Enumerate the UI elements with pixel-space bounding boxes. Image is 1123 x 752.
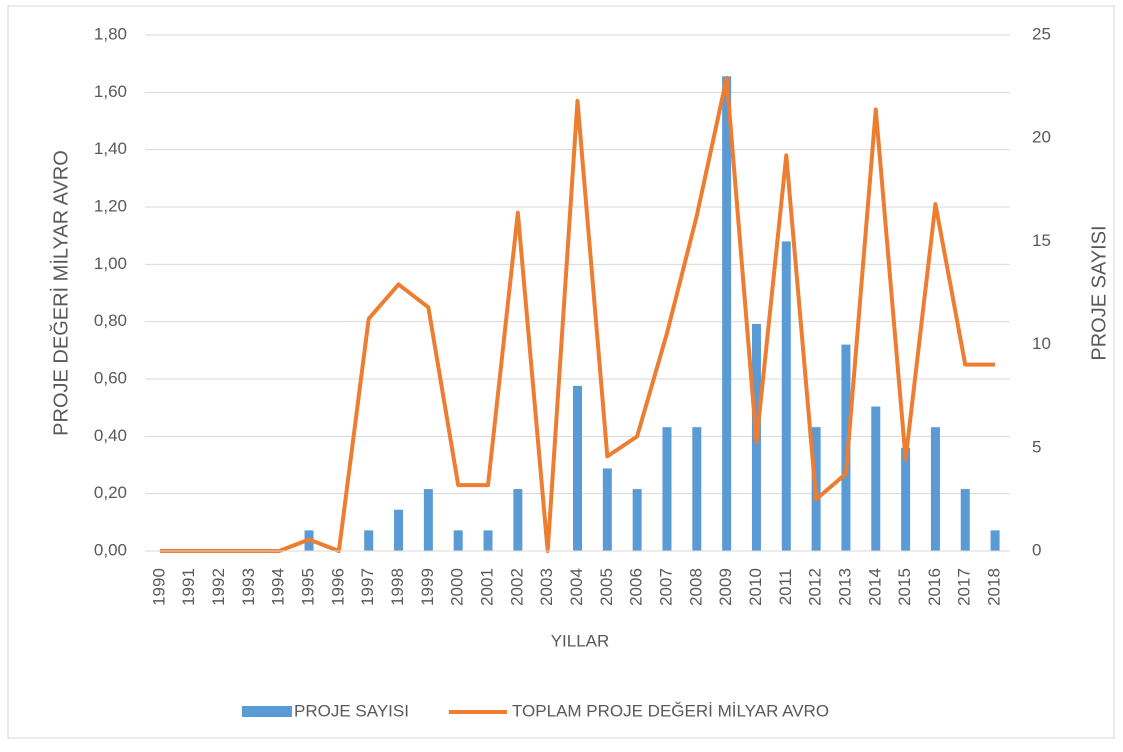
y2-axis-title: PROJE SAYISI (1088, 225, 1110, 360)
bar (960, 489, 970, 551)
bar (453, 530, 463, 551)
x-tick-label: 2002 (507, 568, 526, 606)
x-axis-title: YILLAR (551, 631, 610, 650)
x-tick-label: 2004 (567, 568, 586, 606)
bar (692, 427, 702, 551)
y-tick-label: 1,80 (94, 24, 127, 43)
legend-label: PROJE SAYISI (294, 701, 409, 720)
y2-tick-label: 20 (1032, 128, 1051, 147)
x-tick-label: 2009 (716, 568, 735, 606)
y-tick-label: 1,20 (94, 196, 127, 215)
bar (990, 530, 1000, 551)
x-tick-label: 2008 (686, 568, 705, 606)
x-tick-label: 2013 (835, 568, 854, 606)
bar (781, 241, 791, 551)
y-tick-label: 0,40 (94, 426, 127, 445)
x-tick-label: 2001 (478, 568, 497, 606)
bar (573, 385, 582, 551)
bar (662, 427, 672, 551)
y2-tick-label: 15 (1032, 231, 1051, 250)
x-tick-label: 1994 (269, 568, 288, 606)
y2-tick-label: 10 (1032, 334, 1051, 353)
bar (394, 509, 404, 551)
y-tick-label: 1,00 (94, 254, 127, 273)
x-tick-label: 1997 (358, 568, 377, 606)
x-tick-label: 1993 (239, 568, 258, 606)
x-tick-label: 2006 (627, 568, 646, 606)
x-tick-label: 2014 (865, 568, 884, 606)
line (159, 76, 996, 553)
x-tick-label: 2007 (656, 568, 675, 606)
x-tick-label: 1995 (299, 568, 318, 606)
x-tick-label: 1996 (328, 568, 347, 606)
bar (632, 489, 642, 551)
bar (364, 530, 374, 551)
y2-tick-label: 5 (1032, 437, 1041, 456)
x-tick-label: 2011 (776, 569, 795, 606)
x-tick-label: 1999 (418, 568, 437, 606)
legend-swatch (242, 706, 292, 717)
bar (841, 344, 851, 551)
x-tick-label: 2010 (746, 568, 765, 606)
x-tick-label: 1998 (388, 568, 407, 606)
x-tick-label: 2012 (806, 568, 825, 606)
x-tick-label: 2003 (537, 568, 556, 606)
y-tick-label: 1,40 (94, 139, 127, 158)
x-tick-label: 2000 (448, 568, 467, 606)
bar (901, 447, 911, 551)
legend-label: TOPLAM PROJE DEĞERİ MİLYAR AVRO (512, 701, 829, 720)
y-tick-label: 1,60 (94, 82, 127, 101)
y-tick-label: 0,80 (94, 311, 127, 330)
y2-tick-label: 25 (1032, 24, 1051, 43)
x-tick-label: 2016 (925, 568, 944, 606)
y-tick-label: 0,20 (94, 483, 127, 502)
x-tick-label: 1992 (209, 568, 228, 606)
bar (513, 489, 523, 551)
x-tick-label: 2015 (895, 568, 914, 606)
y-axis-title: PROJE DEĞERİ MİLYAR AVRO (49, 150, 72, 436)
bar (930, 427, 940, 551)
bar (871, 406, 881, 551)
x-tick-label: 2017 (955, 568, 974, 606)
y-tick-label: 0,00 (94, 540, 127, 559)
y-tick-label: 0,60 (94, 368, 127, 387)
x-tick-label: 1991 (179, 568, 198, 606)
x-tick-label: 1990 (149, 568, 168, 606)
bar (602, 468, 612, 551)
bar (423, 489, 433, 551)
bar (722, 76, 732, 551)
y2-tick-label: 0 (1032, 540, 1041, 559)
bar (483, 530, 493, 551)
x-tick-label: 2018 (985, 568, 1004, 606)
x-tick-label: 2005 (597, 568, 616, 606)
